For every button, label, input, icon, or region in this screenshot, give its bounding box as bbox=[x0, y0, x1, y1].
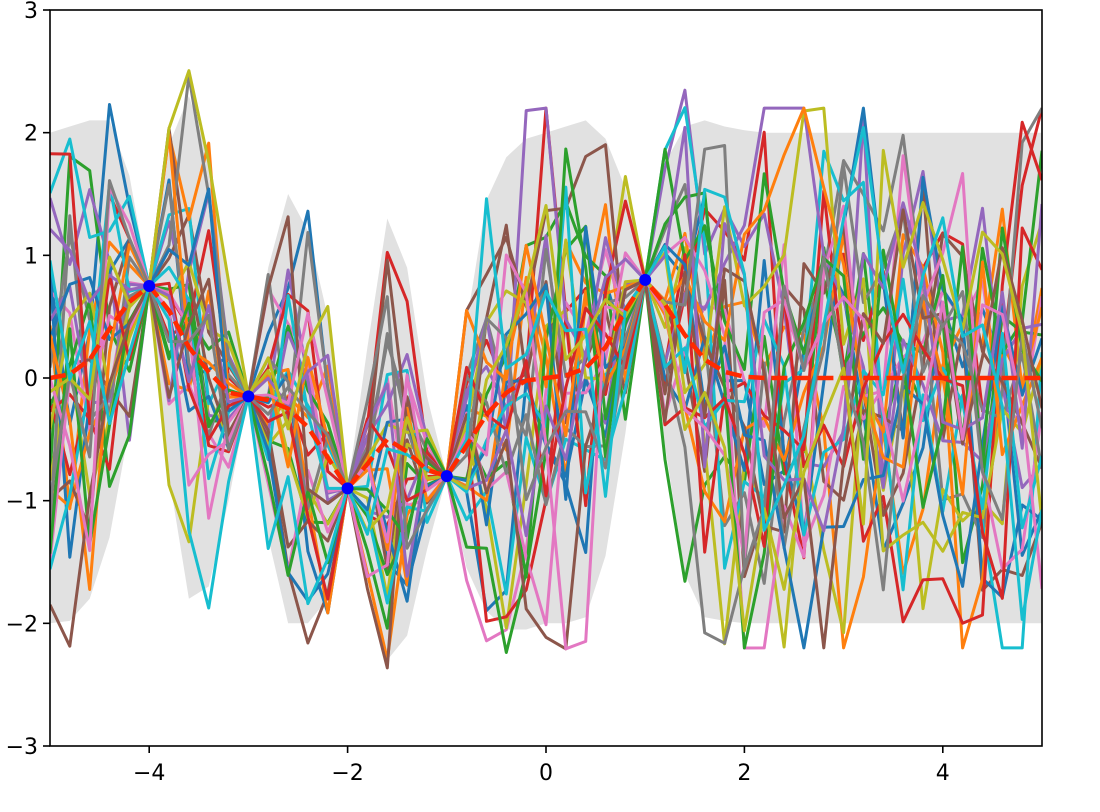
y-axis: −3 −2 −1 0 1 2 3 bbox=[6, 0, 50, 760]
x-tick-label: 0 bbox=[539, 761, 553, 786]
observed-point bbox=[639, 273, 652, 286]
observed-point bbox=[143, 280, 156, 292]
observed-point bbox=[242, 390, 255, 403]
sample-lines bbox=[50, 69, 1042, 670]
y-tick-label: −1 bbox=[6, 490, 38, 515]
x-tick-label: 2 bbox=[737, 761, 751, 786]
y-tick-label: 1 bbox=[24, 244, 38, 269]
y-tick-label: −2 bbox=[6, 612, 38, 637]
x-axis: −4 −2 0 2 4 bbox=[133, 746, 950, 786]
y-tick-label: 3 bbox=[24, 0, 38, 24]
observed-points bbox=[143, 273, 652, 495]
x-tick-label: −4 bbox=[133, 761, 165, 786]
observed-point bbox=[440, 470, 453, 483]
y-tick-label: 0 bbox=[24, 367, 38, 392]
mean-curve bbox=[50, 276, 1042, 493]
sample-line bbox=[50, 132, 1042, 662]
sample-line bbox=[50, 126, 1042, 621]
observed-point bbox=[341, 482, 354, 495]
sample-line bbox=[50, 187, 1042, 650]
y-tick-label: −3 bbox=[6, 735, 38, 760]
x-tick-label: 4 bbox=[936, 761, 950, 786]
sample-line bbox=[50, 243, 1042, 643]
sample-line bbox=[50, 144, 1042, 592]
mean-line bbox=[50, 276, 1042, 493]
sample-line bbox=[50, 154, 1042, 650]
sample-line bbox=[50, 152, 1042, 601]
y-tick-label: 2 bbox=[24, 122, 38, 147]
x-tick-label: −2 bbox=[331, 761, 363, 786]
sample-line bbox=[50, 208, 1042, 651]
sample-line bbox=[50, 69, 1042, 633]
